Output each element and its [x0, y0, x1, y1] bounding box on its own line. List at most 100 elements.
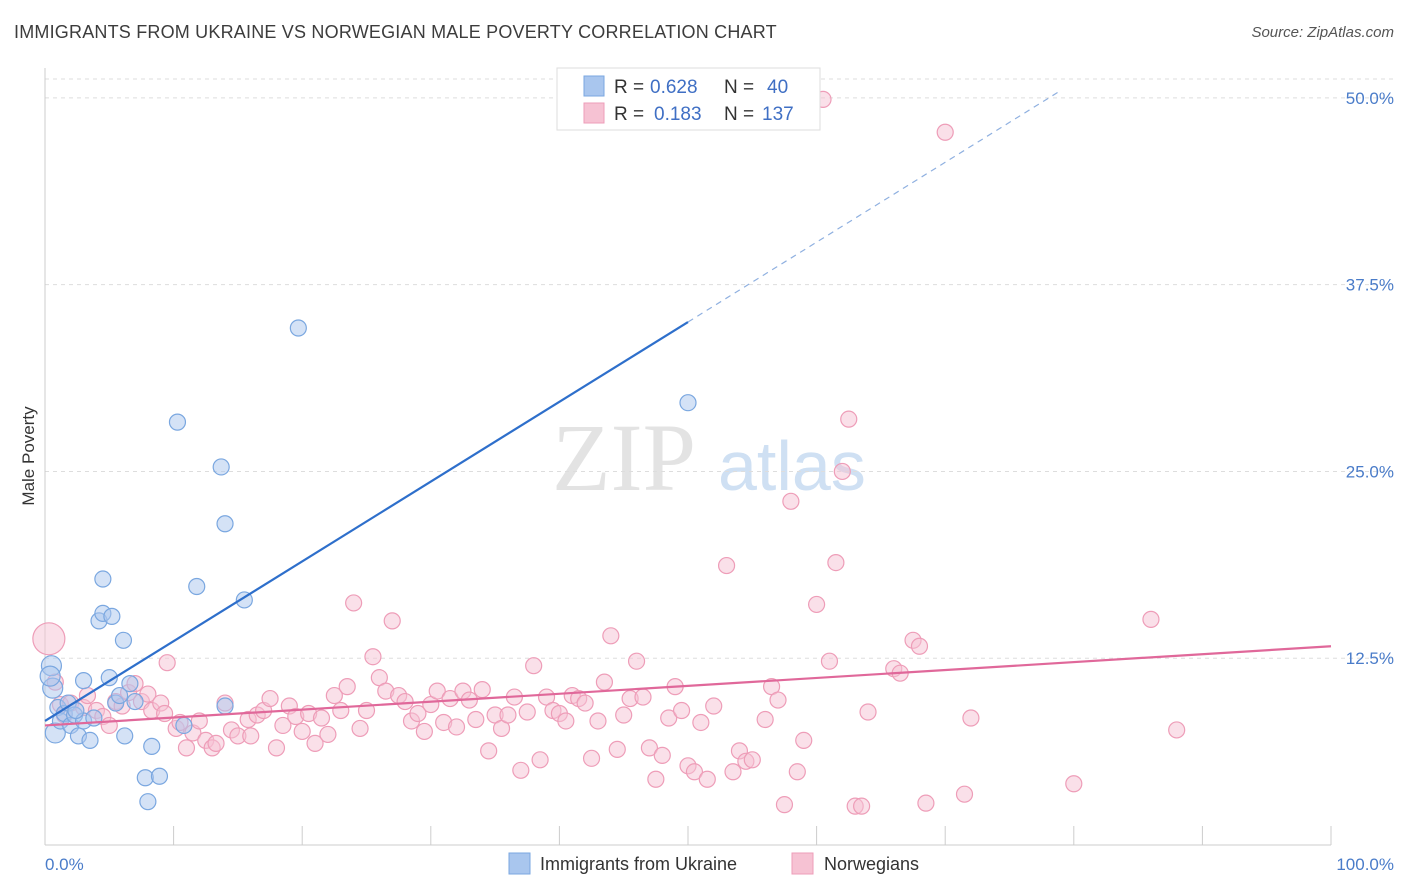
x-tick-label-min: 0.0% — [45, 855, 84, 874]
data-point — [775, 796, 794, 814]
data-point — [39, 665, 61, 687]
data-point — [692, 713, 710, 732]
data-point — [267, 739, 286, 757]
data-point — [441, 689, 459, 708]
data-point — [672, 701, 691, 720]
data-point — [859, 703, 877, 721]
data-point — [351, 719, 369, 738]
data-point — [582, 749, 601, 767]
ukraine-series-swatch — [508, 852, 531, 875]
trend-lines — [44, 89, 1332, 727]
data-point — [177, 739, 196, 757]
data-point — [788, 763, 806, 781]
series-legend: Immigrants from Ukraine Norwegians — [508, 852, 919, 875]
data-point — [396, 692, 414, 711]
data-point — [150, 767, 169, 785]
data-point — [769, 691, 787, 709]
data-point — [640, 739, 659, 757]
data-point — [126, 692, 144, 711]
data-point — [216, 515, 234, 533]
y-tick-label: 50.0% — [1346, 89, 1394, 108]
data-point — [698, 770, 716, 788]
ukraine-n-value: 40 — [767, 77, 788, 98]
ukraine-series-label: Immigrants from Ukraine — [540, 854, 737, 874]
data-point — [364, 648, 382, 666]
data-point — [338, 678, 356, 696]
ukraine-trend-line — [44, 321, 689, 722]
data-point — [81, 731, 99, 750]
ukraine-legend-swatch — [583, 75, 605, 97]
data-point — [589, 712, 607, 730]
data-point — [653, 746, 671, 764]
norwegians-n-value: 137 — [762, 104, 794, 125]
data-point — [917, 794, 935, 812]
data-point — [325, 686, 343, 705]
data-point — [274, 716, 292, 735]
data-point — [289, 319, 307, 337]
data-point — [807, 595, 826, 614]
data-point — [840, 410, 858, 428]
data-point — [261, 689, 279, 708]
norwegians-r-value: 0.183 — [654, 104, 702, 125]
data-point — [74, 672, 93, 690]
data-point — [499, 706, 517, 724]
data-point — [94, 570, 112, 588]
data-point — [116, 727, 134, 745]
data-point — [121, 675, 139, 693]
data-point — [615, 706, 633, 724]
data-point — [207, 734, 225, 752]
data-point — [679, 394, 697, 412]
data-point — [447, 718, 466, 736]
stats-legend: R = 0.628 N = 40 R = 0.183 N = 137 — [556, 67, 821, 131]
data-point — [143, 737, 161, 755]
data-point — [306, 734, 324, 752]
data-point — [936, 123, 954, 141]
data-point — [1168, 721, 1186, 739]
data-point — [660, 709, 678, 727]
data-point — [103, 607, 121, 625]
data-point — [608, 740, 626, 758]
data-point — [833, 462, 851, 481]
data-point — [415, 722, 433, 741]
data-point — [827, 553, 845, 572]
data-point — [595, 673, 614, 691]
data-point — [168, 413, 187, 431]
ukraine-n-label: N = — [724, 77, 754, 98]
data-point — [724, 763, 742, 781]
data-point — [512, 761, 530, 779]
data-point — [428, 682, 446, 700]
data-point — [312, 709, 331, 727]
data-point — [962, 709, 980, 727]
data-point — [795, 731, 813, 750]
chart-title: IMMIGRANTS FROM UKRAINE VS NORWEGIAN MAL… — [14, 22, 777, 42]
data-point — [685, 763, 704, 781]
data-point — [139, 793, 157, 811]
x-tick-label-max: 100.0% — [1336, 855, 1394, 874]
norwegians-n-label: N = — [724, 104, 754, 125]
data-point — [576, 694, 594, 712]
data-point — [110, 686, 129, 705]
data-point — [525, 657, 543, 675]
data-point — [955, 785, 974, 803]
data-point — [242, 727, 260, 745]
data-point — [557, 712, 575, 730]
x-tick-marks — [44, 826, 1332, 845]
ukraine-trend-extension — [687, 89, 1062, 323]
ukraine-r-value: 0.628 — [650, 77, 698, 98]
data-point — [32, 622, 66, 656]
data-point — [717, 556, 736, 575]
data-point — [293, 722, 311, 741]
data-point — [627, 652, 646, 670]
norwegians-series-swatch — [791, 852, 814, 875]
data-point — [216, 697, 234, 715]
data-point — [332, 701, 350, 720]
data-point — [647, 770, 665, 788]
data-point — [743, 751, 761, 769]
y-tick-label: 25.0% — [1346, 462, 1394, 481]
norwegians-trend-line — [44, 645, 1332, 727]
data-point — [212, 458, 230, 476]
y-axis-label: Male Poverty — [19, 406, 38, 506]
source-label: Source: ZipAtlas.com — [1251, 24, 1394, 41]
data-point — [467, 710, 485, 729]
norwegians-legend-swatch — [583, 102, 605, 124]
